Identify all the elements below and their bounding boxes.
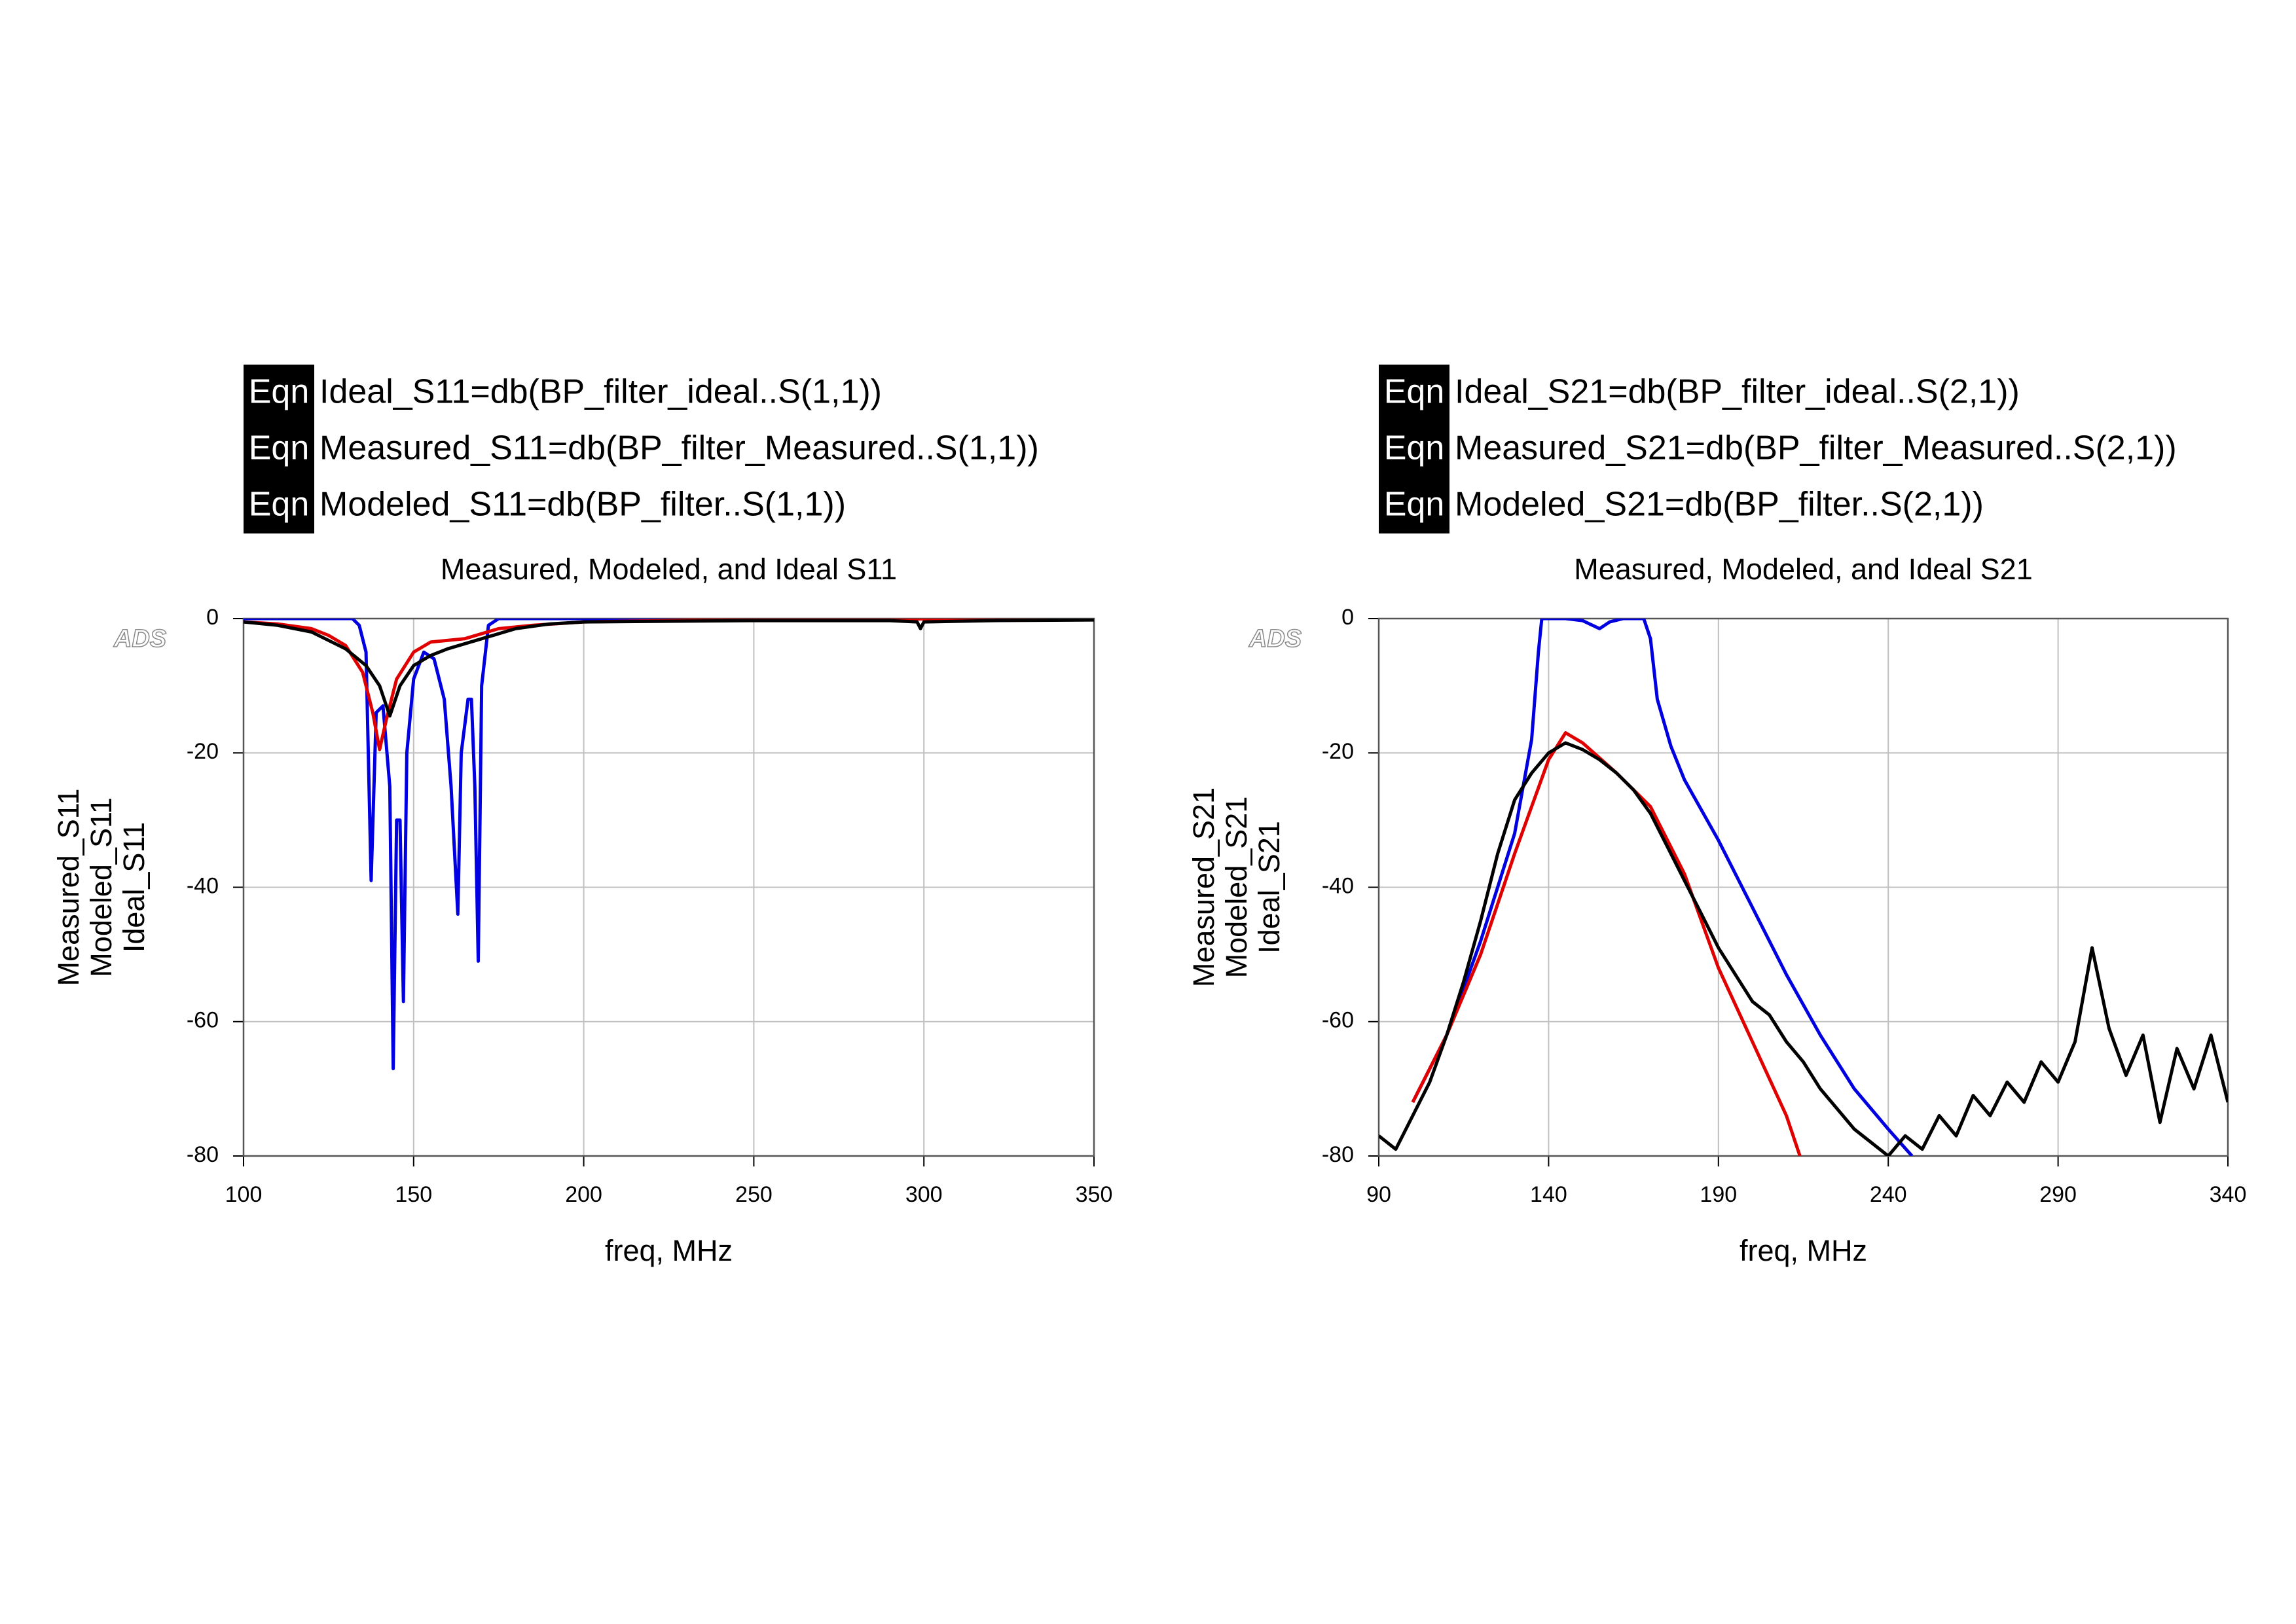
legend-label: Ideal_S21 [1252,821,1286,954]
x-tick-label: 300 [905,1182,943,1207]
eqn-box [1379,421,1449,477]
x-tick-label: 90 [1366,1182,1391,1207]
y-tick-label: 0 [1341,605,1354,630]
eqn-tag: Eqn [1384,429,1445,467]
x-tick-label: 350 [1076,1182,1113,1207]
x-axis-label: freq, MHz [1740,1234,1867,1267]
x-tick-label: 290 [2039,1182,2077,1207]
chart-title: Measured, Modeled, and Ideal S11 [441,552,897,586]
x-tick-label: 140 [1530,1182,1567,1207]
eqn-box [244,421,314,477]
eqn-tag: Eqn [1384,486,1445,524]
legend-label: Ideal_S11 [117,822,151,952]
x-tick-label: 100 [225,1182,263,1207]
y-tick-label: -60 [187,1008,219,1033]
y-tick-label: 0 [206,605,219,630]
watermark: ADS [1248,625,1302,653]
x-tick-label: 240 [1870,1182,1907,1207]
y-tick-label: -40 [187,873,219,898]
series-line [1411,731,1802,1156]
eqn-text: Modeled_S21=db(BP_filter..S(2,1)) [1455,486,1984,524]
y-tick-label: -80 [187,1142,219,1167]
x-tick-label: 190 [1700,1182,1737,1207]
x-tick-label: 150 [395,1182,432,1207]
eqn-text: Measured_S21=db(BP_filter_Measured..S(2,… [1455,429,2177,467]
series-line [244,619,1094,718]
eqn-tag: Eqn [249,429,310,467]
y-tick-label: -60 [1322,1008,1354,1033]
eqn-tag: Eqn [249,486,310,524]
y-tick-label: -20 [1322,739,1354,764]
chart: Eqn Ideal_S21=db(BP_filter_ideal..S(2,1))… [1187,365,2246,1267]
eqn-text: Ideal_S11=db(BP_filter_ideal..S(1,1)) [319,373,882,411]
eqn-text: Modeled_S11=db(BP_filter..S(1,1)) [319,486,846,524]
eqn-box [244,477,314,533]
series-line [1379,741,2228,1156]
series-line [1411,619,1914,1156]
eqn-tag: Eqn [249,373,310,411]
legend-label: Measured_S21 [1187,787,1220,987]
plot-lines [244,619,1094,1071]
series-line [244,619,1094,1071]
x-tick-label: 340 [2210,1182,2247,1207]
eqn-text: Measured_S11=db(BP_filter_Measured..S(1,… [319,429,1039,467]
chart: Eqn Ideal_S11=db(BP_filter_ideal..S(1,1))… [52,365,1112,1267]
series-line [244,619,1094,751]
y-tick-label: -20 [187,739,219,764]
legend-label: Measured_S11 [52,789,85,986]
legend-label: Modeled_S21 [1220,797,1253,979]
watermark: ADS [113,625,166,653]
x-axis-label: freq, MHz [605,1234,733,1267]
y-tick-label: -80 [1322,1142,1354,1167]
chart-title: Measured, Modeled, and Ideal S21 [1574,552,2032,586]
eqn-tag: Eqn [1384,373,1445,411]
y-tick-label: -40 [1322,873,1354,898]
plot-frame [1377,617,2229,1157]
eqn-box [244,365,314,421]
legend-label: Modeled_S11 [84,797,118,977]
x-tick-label: 250 [735,1182,773,1207]
eqn-box [1379,365,1449,421]
eqn-text: Ideal_S21=db(BP_filter_ideal..S(2,1)) [1455,373,2020,411]
x-tick-label: 200 [565,1182,602,1207]
eqn-box [1379,477,1449,533]
plot-lines [1379,619,2228,1156]
